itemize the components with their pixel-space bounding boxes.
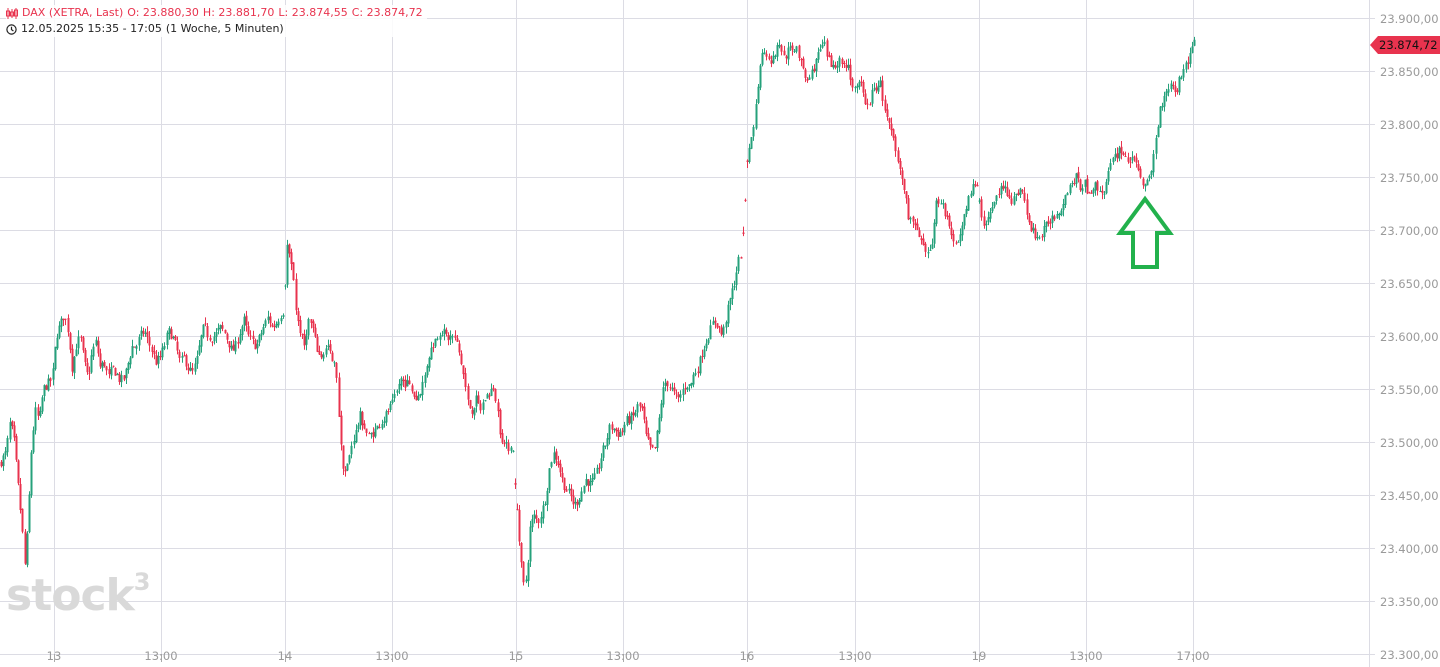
x-axis-label: 19 bbox=[971, 649, 987, 663]
last-price-value: 23.874,72 bbox=[1379, 38, 1438, 52]
y-axis-label: 23.350,00 bbox=[1380, 594, 1439, 609]
y-axis-label: 23.300,00 bbox=[1380, 647, 1439, 662]
grid-lines bbox=[0, 0, 1369, 655]
candlestick-icon bbox=[6, 7, 18, 19]
open-value: O: 23.880,30 bbox=[127, 6, 199, 19]
y-axis-label: 23.650,00 bbox=[1380, 276, 1439, 291]
y-axis-label: 23.900,00 bbox=[1380, 11, 1439, 26]
x-axis-label: 16 bbox=[739, 649, 755, 663]
ohlc-row: DAX (XETRA, Last) O: 23.880,30 H: 23.881… bbox=[6, 5, 427, 21]
axis-ticks bbox=[54, 18, 1375, 662]
y-axis-label: 23.450,00 bbox=[1380, 488, 1439, 503]
arrow-up-icon bbox=[1116, 195, 1174, 269]
last-price-tag: 23.874,72 bbox=[1370, 36, 1440, 54]
x-axis-label: 17:00 bbox=[1176, 649, 1210, 663]
x-axis-label: 13:00 bbox=[1069, 649, 1103, 663]
y-axis-label: 23.750,00 bbox=[1380, 170, 1439, 185]
y-axis-label: 23.850,00 bbox=[1380, 64, 1439, 79]
instrument-name: DAX (XETRA, Last) bbox=[22, 6, 124, 19]
x-axis-label: 13:00 bbox=[838, 649, 872, 663]
close-value: C: 23.874,72 bbox=[351, 6, 423, 19]
candles bbox=[0, 36, 1196, 587]
resolution-text: (1 Woche, 5 Minuten) bbox=[165, 22, 284, 35]
x-axis-label: 13:00 bbox=[375, 649, 409, 663]
y-axis-label: 23.700,00 bbox=[1380, 223, 1439, 238]
y-axis-label: 23.500,00 bbox=[1380, 435, 1439, 450]
high-value: H: 23.881,70 bbox=[202, 6, 275, 19]
stock3-watermark-logo: stock3 bbox=[6, 568, 150, 621]
x-axis-label: 13 bbox=[46, 649, 62, 663]
low-value: L: 23.874,55 bbox=[278, 6, 348, 19]
period-text: 12.05.2025 15:35 - 17:05 bbox=[21, 22, 162, 35]
clock-icon bbox=[6, 23, 17, 35]
y-axis-label: 23.400,00 bbox=[1380, 541, 1439, 556]
y-axis-label: 23.550,00 bbox=[1380, 382, 1439, 397]
y-axis-label: 23.800,00 bbox=[1380, 117, 1439, 132]
x-axis-label: 14 bbox=[277, 649, 293, 663]
up-arrow-annotation bbox=[1116, 195, 1174, 269]
chart-header: DAX (XETRA, Last) O: 23.880,30 H: 23.881… bbox=[6, 5, 427, 37]
x-axis-label: 13:00 bbox=[144, 649, 178, 663]
x-axis-label: 15 bbox=[508, 649, 524, 663]
period-row: 12.05.2025 15:35 - 17:05 (1 Woche, 5 Min… bbox=[6, 21, 427, 37]
y-axis-label: 23.600,00 bbox=[1380, 329, 1439, 344]
x-axis-label: 13:00 bbox=[606, 649, 640, 663]
